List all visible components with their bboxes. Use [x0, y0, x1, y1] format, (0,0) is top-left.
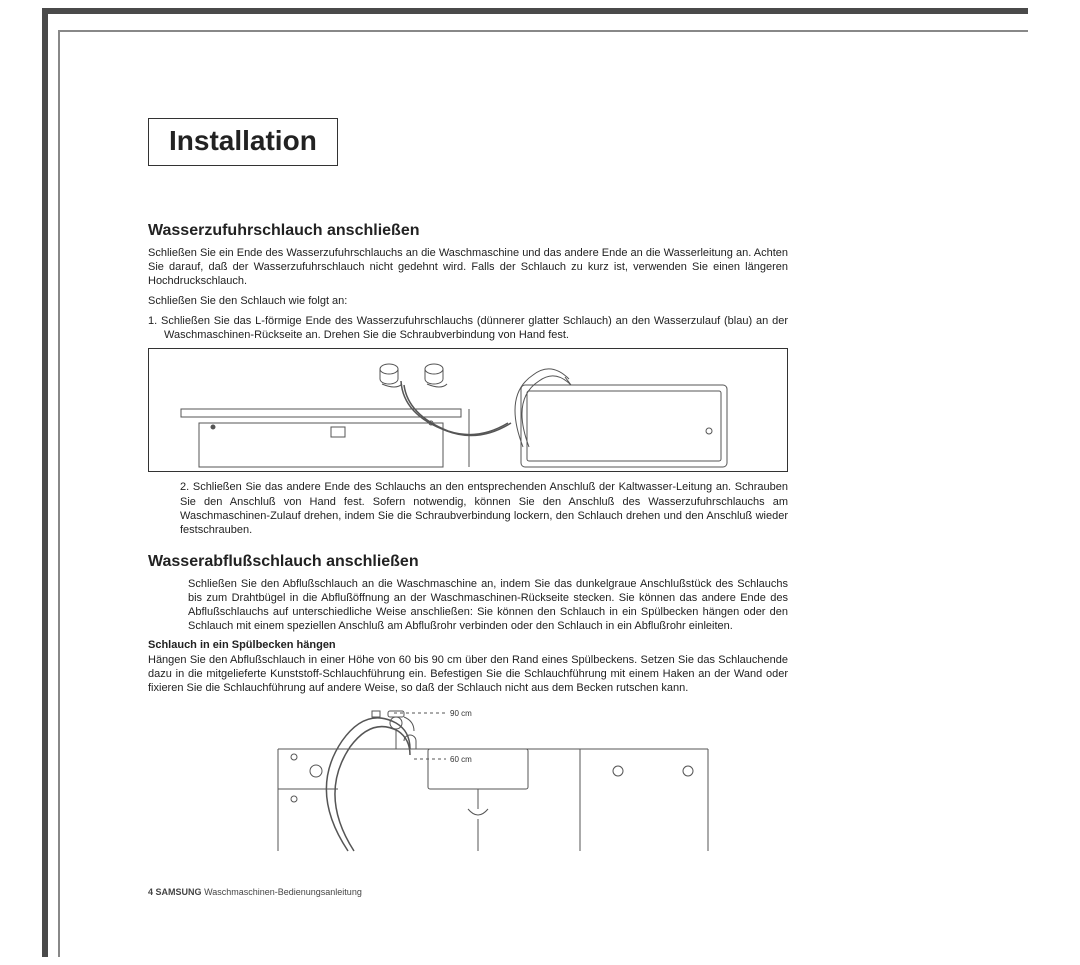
connect-label: Schließen Sie den Schlauch wie folgt an:: [148, 294, 788, 308]
footer-brand: SAMSUNG: [156, 887, 202, 897]
label-90cm: 90 cm: [450, 709, 472, 718]
footer-page: 4: [148, 887, 153, 897]
heading-drain-hose: Wasserabflußschlauch anschließen: [148, 553, 788, 571]
diagram-supply-hose: [149, 349, 789, 473]
sub-text-sink: Hängen Sie den Abflußschlauch in einer H…: [148, 653, 788, 695]
footer-text: Waschmaschinen-Bedienungsanleitung: [204, 887, 362, 897]
step1-text: 1. Schließen Sie das L-förmige Ende des …: [148, 314, 788, 342]
content: Installation Wasserzufuhrschlauch anschl…: [148, 118, 788, 874]
heading-supply-hose: Wasserzufuhrschlauch anschließen: [148, 222, 788, 240]
sub-heading-sink: Schlauch in ein Spülbecken hängen: [148, 639, 788, 651]
page-title: Installation: [169, 125, 317, 157]
step2-text: 2. Schließen Sie das andere Ende des Sch…: [148, 480, 788, 536]
footer: 4 SAMSUNG Waschmaschinen-Bedienungsanlei…: [148, 887, 362, 897]
figure-supply-hose: [148, 348, 788, 472]
intro-drain: Schließen Sie den Abflußschlauch an die …: [148, 577, 788, 633]
label-60cm: 60 cm: [450, 755, 472, 764]
diagram-drain-hose: 90 cm 60 cm: [148, 701, 788, 866]
intro-supply: Schließen Sie ein Ende des Wasserzufuhrs…: [148, 246, 788, 288]
section-title-box: Installation: [148, 118, 338, 166]
figure-drain-hose: 90 cm 60 cm: [148, 701, 788, 866]
